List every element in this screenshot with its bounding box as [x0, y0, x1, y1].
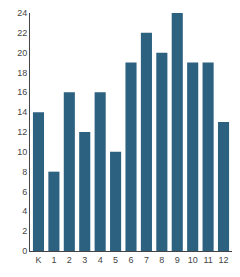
svg-text:2: 2 [22, 226, 27, 236]
svg-text:12: 12 [17, 127, 27, 137]
svg-text:6: 6 [128, 255, 133, 265]
svg-text:20: 20 [17, 48, 27, 58]
svg-text:16: 16 [17, 87, 27, 97]
svg-text:4: 4 [22, 206, 27, 216]
svg-text:8: 8 [22, 167, 27, 177]
svg-text:10: 10 [188, 255, 198, 265]
svg-text:9: 9 [175, 255, 180, 265]
svg-text:4: 4 [98, 255, 103, 265]
svg-text:7: 7 [144, 255, 149, 265]
svg-text:0: 0 [22, 246, 27, 256]
svg-text:18: 18 [17, 68, 27, 78]
svg-text:22: 22 [17, 28, 27, 38]
svg-text:6: 6 [22, 187, 27, 197]
svg-text:10: 10 [17, 147, 27, 157]
svg-text:3: 3 [82, 255, 87, 265]
svg-text:12: 12 [219, 255, 229, 265]
svg-text:8: 8 [159, 255, 164, 265]
svg-text:1: 1 [51, 255, 56, 265]
svg-text:2: 2 [67, 255, 72, 265]
svg-text:K: K [35, 255, 41, 265]
svg-text:5: 5 [113, 255, 118, 265]
svg-text:11: 11 [203, 255, 212, 265]
svg-text:14: 14 [17, 107, 27, 117]
svg-text:24: 24 [17, 8, 27, 18]
